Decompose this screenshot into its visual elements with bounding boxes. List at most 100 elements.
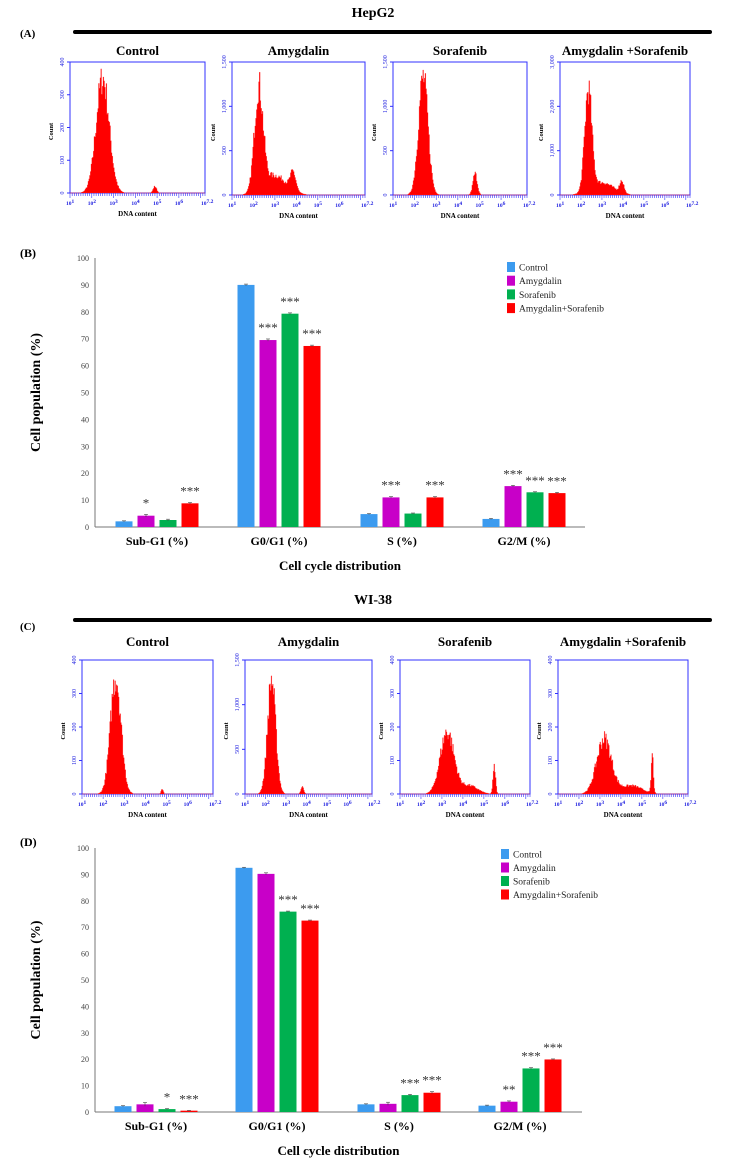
x-tick-base: 10 [438,802,444,808]
y-tick-label: 40 [81,1002,89,1011]
x-tick-base: 10 [396,802,402,808]
y-axis-label: Count [538,123,545,141]
category-label: Sub-G1 (%) [125,1119,187,1133]
y-tick-label: 0 [85,1108,89,1117]
x-tick-base: 10 [66,201,72,207]
x-tick-label: 104 [459,800,468,808]
x-tick-label: 104 [302,800,311,808]
x-axis-label: Cell cycle distribution [279,558,402,573]
x-tick-label: 102 [417,800,426,808]
x-tick-label: 107.2 [684,800,697,808]
x-tick-base: 10 [598,203,604,209]
x-tick-label: 101 [396,800,405,808]
y-tick-label: 300 [390,689,396,698]
x-tick-exponent: 6 [180,199,183,205]
y-tick-label: 100 [72,756,78,765]
y-tick-label: 80 [81,897,89,906]
legend-swatch [501,849,509,859]
significance-marker: *** [381,478,401,493]
x-tick-exponent: 2 [93,199,96,205]
x-tick-base: 10 [659,802,665,808]
x-tick-exponent: 2 [416,201,419,207]
x-tick-exponent: 6 [341,201,344,207]
significance-marker: *** [425,478,445,493]
x-tick-exponent: 1 [247,800,250,806]
y-tick-label: 1,500 [222,55,228,69]
x-tick-label: 101 [228,201,237,209]
x-tick-exponent: 4 [459,201,462,207]
x-tick-exponent: 6 [666,201,669,207]
histogram-title: Control [126,634,169,649]
category-label: S (%) [384,1119,414,1133]
x-tick-base: 10 [686,203,692,209]
x-tick-label: 105 [480,800,489,808]
bar [360,514,378,527]
y-tick-label: 100 [60,156,66,165]
x-tick-base: 10 [640,203,646,209]
x-tick-label: 106 [661,201,670,209]
y-tick-label: 60 [81,950,89,959]
x-tick-base: 10 [684,802,690,808]
x-tick-base: 10 [497,203,503,209]
y-tick-label: 400 [60,58,66,67]
legend-swatch [507,303,515,314]
bar [544,1059,562,1112]
x-tick-label: 102 [99,800,108,808]
y-tick-label: 30 [81,1029,89,1038]
legend-label: Amygdalin [519,277,562,287]
histogram-title: Amygdalin +Sorafenib [560,634,686,649]
y-axis-label: Count [210,123,217,141]
y-axis-label: Count [60,721,67,739]
x-tick-exponent: 4 [464,800,467,806]
x-tick-base: 10 [153,201,159,207]
bar [180,1110,198,1112]
category-label: G0/G1 (%) [251,534,308,548]
x-tick-exponent: 7.2 [374,800,381,806]
legend-label: Sorafenib [513,877,550,888]
cell-line-title: WI-38 [354,593,392,608]
significance-marker: ** [503,1082,516,1097]
y-tick-label: 500 [222,146,228,155]
x-tick-label: 106 [335,201,344,209]
y-tick-label: 20 [81,469,89,478]
x-tick-label: 101 [78,800,87,808]
x-tick-label: 104 [454,201,463,209]
x-tick-exponent: 2 [422,800,425,806]
y-tick-label: 50 [81,976,89,985]
bar [504,486,522,527]
x-tick-base: 10 [459,802,465,808]
histogram-fill [82,679,213,795]
x-tick-base: 10 [323,802,329,808]
bar [137,515,155,527]
x-tick-label: 106 [659,800,668,808]
x-tick-exponent: 7.2 [529,201,536,207]
bar [237,284,255,527]
y-tick-label: 10 [81,496,89,505]
y-tick-label: 400 [390,656,396,665]
x-tick-exponent: 4 [622,800,625,806]
x-tick-label: 103 [271,201,280,209]
bar [301,920,319,1112]
histogram-frame [557,659,689,795]
y-tick-label: 1,500 [383,55,389,69]
x-tick-base: 10 [78,802,84,808]
panel-label: (B) [20,246,36,260]
histogram-frame [81,659,214,795]
y-tick-label: 1,000 [383,100,389,114]
x-tick-label: 107.2 [368,800,381,808]
x-tick-base: 10 [389,203,395,209]
y-axis-label: Count [223,721,230,739]
histogram-title: Control [116,43,159,58]
x-tick-exponent: 4 [298,201,301,207]
x-tick-base: 10 [261,802,267,808]
bar [404,513,422,527]
significance-marker: *** [521,1049,541,1064]
x-tick-label: 106 [343,800,352,808]
legend-label: Amygdalin [513,864,556,874]
bar [522,1068,540,1112]
y-axis-label: Cell population (%) [29,920,44,1039]
x-tick-label: 101 [389,201,398,209]
x-tick-label: 102 [261,800,270,808]
x-tick-exponent: 4 [624,201,627,207]
x-tick-base: 10 [638,802,644,808]
